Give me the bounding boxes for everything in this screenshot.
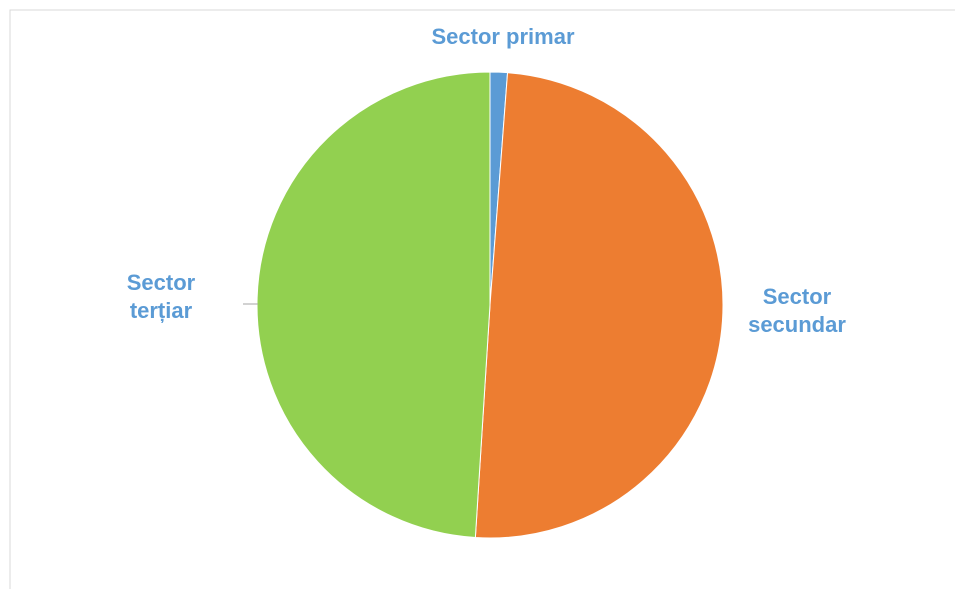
slice-label-line: terțiar (130, 298, 193, 323)
pie-slice-sector-secundar (474, 72, 724, 539)
slice-label-line: Sector primar (431, 24, 574, 49)
slice-label-1: Sector secundar (748, 284, 846, 337)
slice-label-line: Sector (127, 270, 196, 295)
slice-label-0: Sector primar (431, 24, 574, 49)
slice-label-line: secundar (748, 312, 846, 337)
pie-slices (256, 71, 724, 539)
pie-slice-sector-terțiar (256, 71, 491, 539)
slice-label-2: Sector terțiar (127, 270, 196, 323)
slice-labels: Sector primar Sector secundar Sector terțiar (127, 24, 847, 337)
chart-border (9, 9, 955, 589)
slice-label-line: Sector (763, 284, 832, 309)
